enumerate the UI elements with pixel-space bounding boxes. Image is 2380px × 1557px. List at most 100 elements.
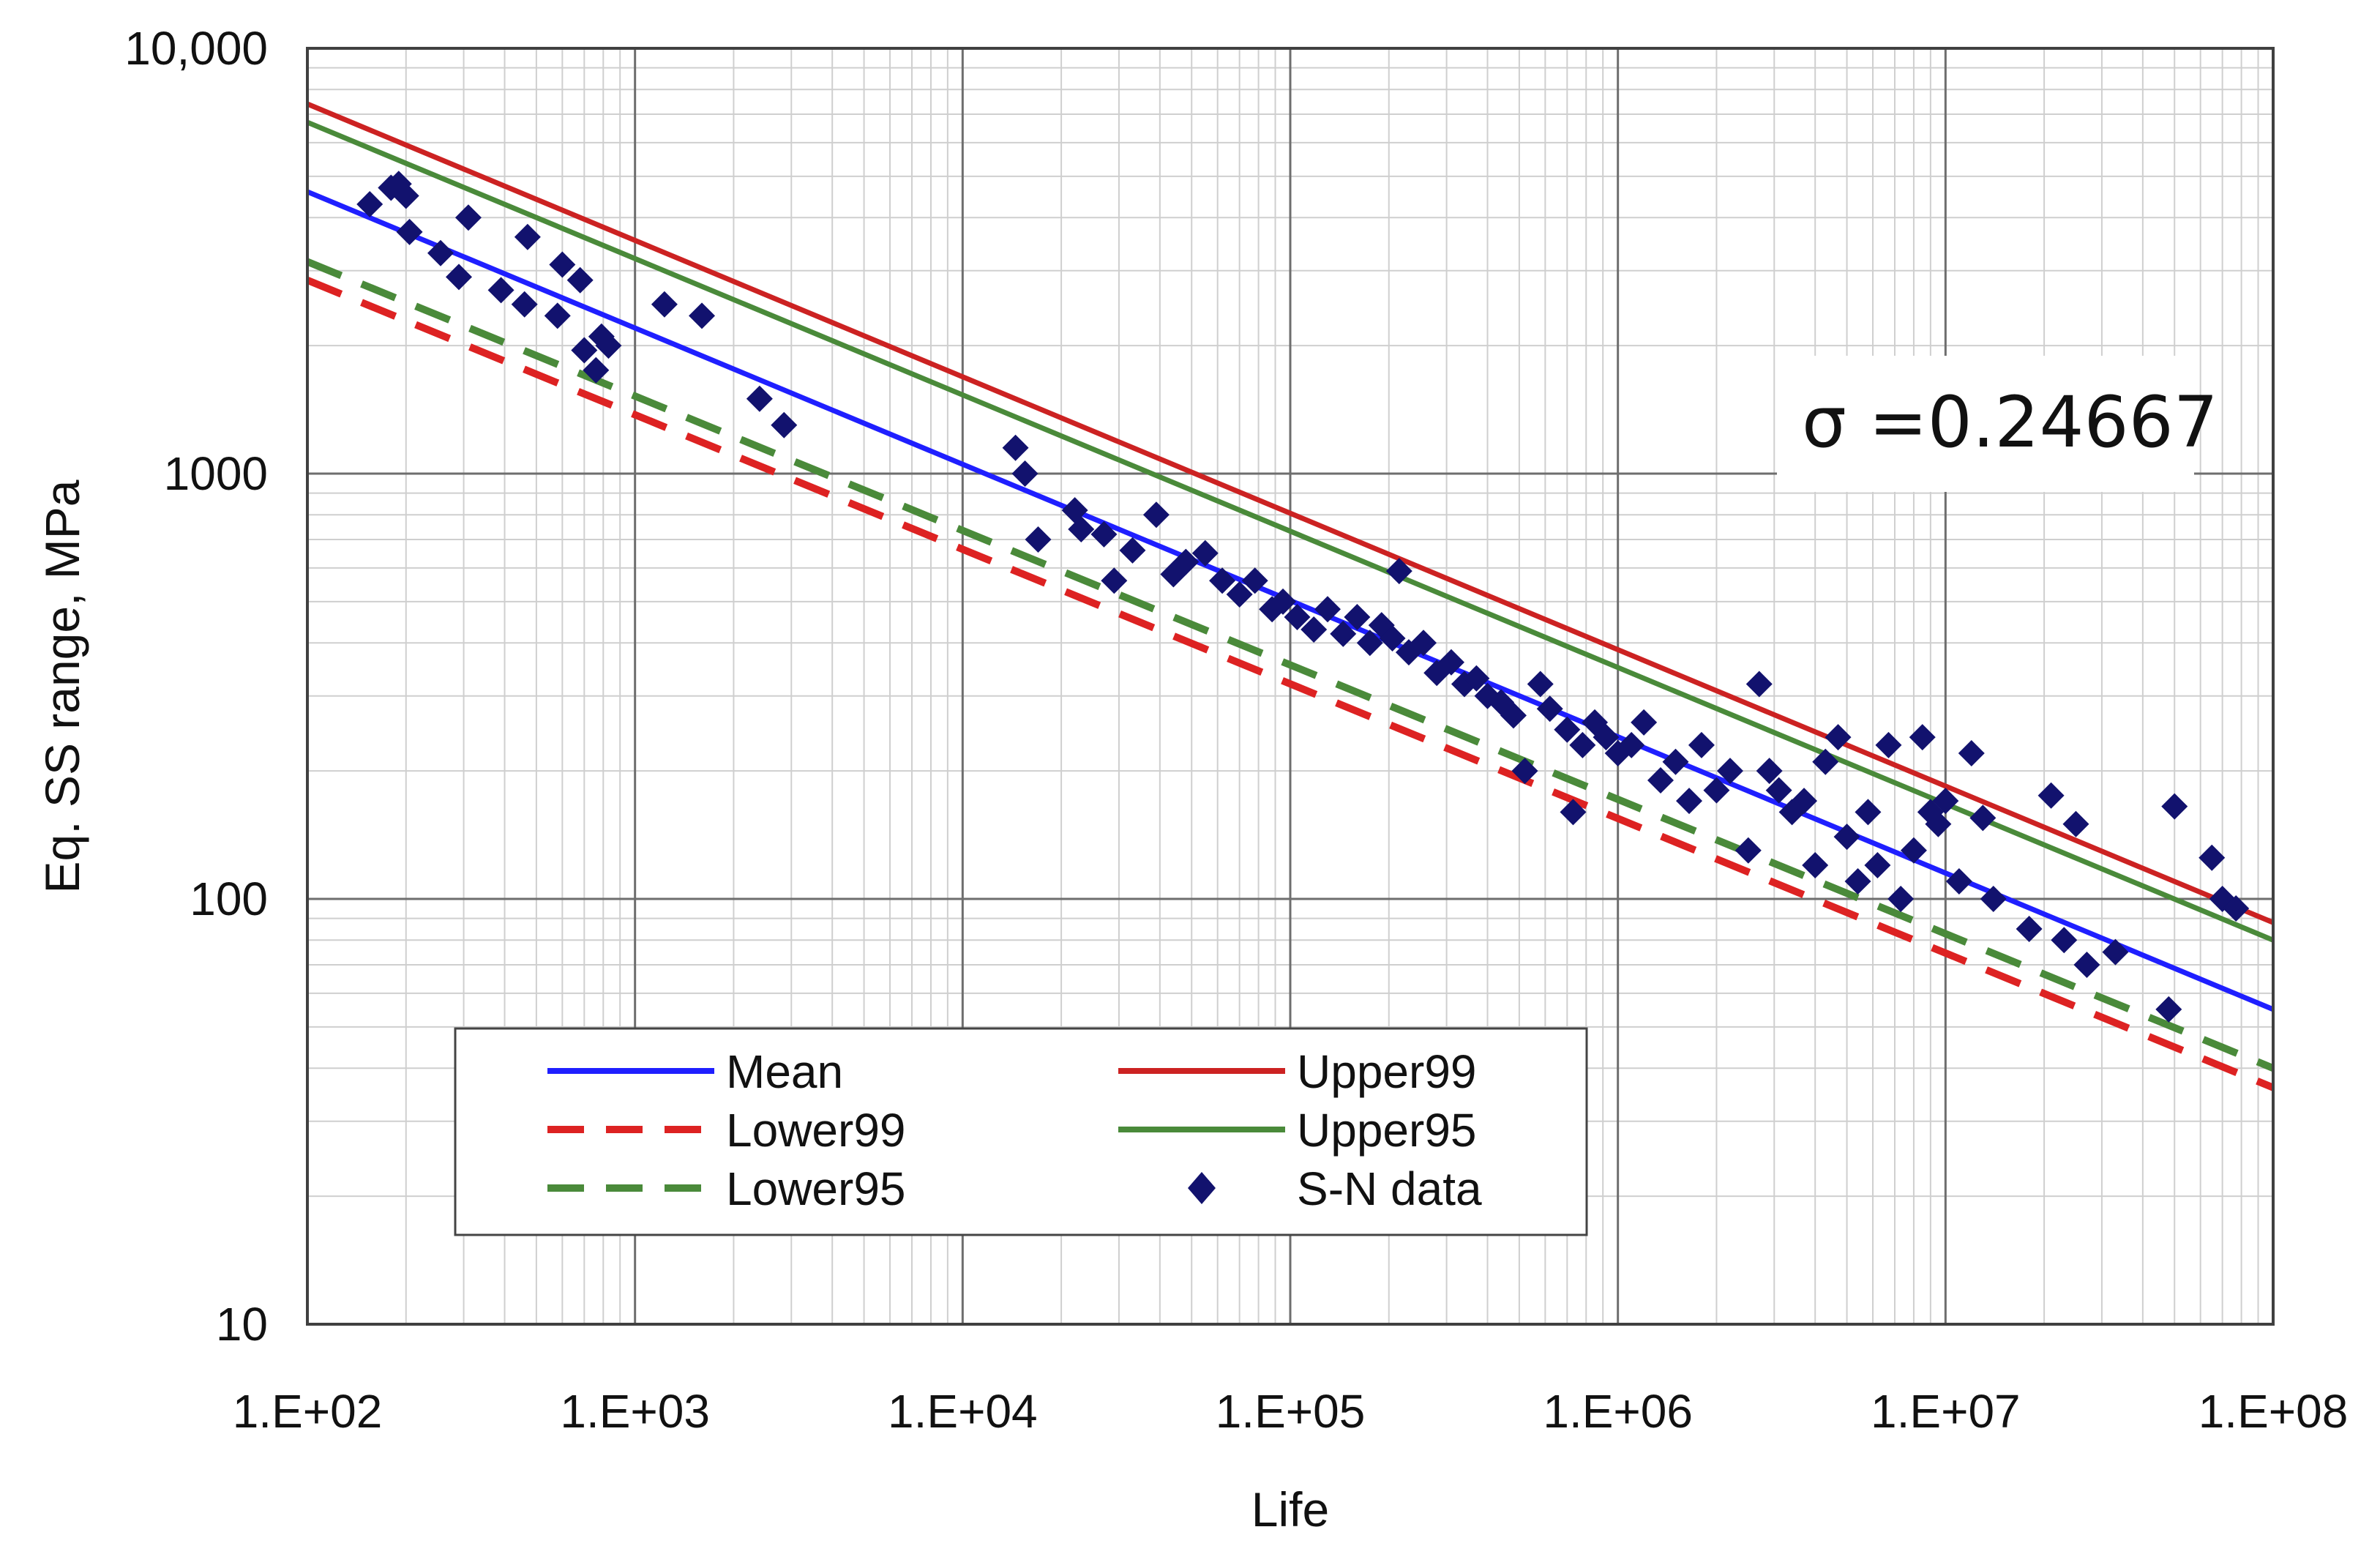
- data-point: [1802, 851, 1829, 878]
- data-point: [1090, 520, 1118, 548]
- data-point: [396, 218, 423, 245]
- x-tick-label: 1.E+06: [1543, 1385, 1693, 1438]
- data-point: [1554, 716, 1581, 743]
- data-point: [2161, 793, 2188, 820]
- data-point: [1527, 671, 1554, 698]
- legend: Mean Lower99 Lower95 Upper99 Upper95 S-N…: [454, 1027, 1588, 1236]
- data-point: [2062, 810, 2089, 837]
- data-point: [1909, 724, 1936, 751]
- data-point: [1887, 886, 1915, 912]
- data-point: [1735, 837, 1762, 864]
- data-point: [356, 190, 383, 217]
- data-point: [1191, 539, 1219, 567]
- data-point: [1969, 804, 1997, 832]
- data-point: [1864, 851, 1891, 878]
- data-point: [1068, 515, 1095, 542]
- data-point: [514, 223, 541, 250]
- data-point: [1958, 740, 1985, 767]
- data-point: [1756, 758, 1783, 785]
- data-point: [1314, 596, 1341, 623]
- data-point: [2102, 938, 2129, 966]
- data-point: [1875, 731, 1902, 758]
- data-point: [1569, 731, 1596, 758]
- data-point: [1833, 824, 1860, 851]
- data-point: [2073, 951, 2100, 978]
- data-point: [1855, 799, 1882, 826]
- data-point: [1511, 758, 1538, 785]
- data-point: [1002, 434, 1029, 461]
- data-point: [1172, 548, 1200, 575]
- x-tick-label: 1.E+08: [2198, 1385, 2349, 1438]
- legend-label-lower95: Lower95: [726, 1162, 906, 1215]
- data-point: [1025, 526, 1052, 553]
- data-point: [1437, 649, 1464, 676]
- x-tick-label: 1.E+03: [560, 1385, 710, 1438]
- data-point: [2051, 927, 2078, 954]
- x-axis-title: Life: [1251, 1482, 1329, 1537]
- data-point: [2198, 844, 2226, 871]
- legend-label-upper95: Upper95: [1297, 1104, 1477, 1157]
- data-point: [1226, 581, 1253, 608]
- data-point: [1410, 630, 1437, 657]
- data-point: [689, 302, 716, 329]
- data-point: [1844, 867, 1871, 895]
- data-point: [1560, 799, 1587, 826]
- legend-label-mean: Mean: [726, 1045, 843, 1098]
- data-point: [487, 277, 514, 304]
- data-point: [1330, 620, 1357, 647]
- x-tick-label: 1.E+05: [1216, 1385, 1366, 1438]
- legend-label-sn-data: S-N data: [1297, 1162, 1482, 1215]
- sigma-label: σ =0.24667: [1802, 381, 2218, 463]
- data-point: [1765, 777, 1792, 804]
- x-tick-label: 1.E+07: [1871, 1385, 2021, 1438]
- data-point: [1463, 665, 1490, 692]
- data-point: [1284, 603, 1311, 630]
- data-point: [566, 266, 594, 294]
- tick-labels: 1.E+02 1.E+03 1.E+04 1.E+05 1.E+06 1.E+07 1.E+…: [124, 22, 2348, 1438]
- line-lower99: [306, 277, 2275, 1091]
- data-point: [1945, 867, 1972, 895]
- y-tick-label: 100: [190, 873, 268, 925]
- data-point: [544, 302, 571, 329]
- legend-label-lower99: Lower99: [726, 1104, 906, 1157]
- data-point: [746, 385, 773, 412]
- data-point: [1142, 501, 1170, 529]
- data-point: [1631, 709, 1658, 736]
- sigma-annotation: σ =0.24667: [1777, 356, 2218, 492]
- data-point: [1344, 603, 1371, 630]
- legend-box: [454, 1027, 1588, 1236]
- data-point: [1536, 695, 1563, 723]
- data-point: [2223, 895, 2250, 922]
- line-lower95: [306, 258, 2275, 1072]
- sn-data-points: [356, 171, 2250, 1023]
- data-point: [1662, 748, 1689, 775]
- line-upper99: [306, 101, 2275, 925]
- data-point: [1900, 837, 1927, 864]
- y-tick-label: 1000: [164, 447, 268, 500]
- data-point: [771, 411, 798, 438]
- data-point: [1385, 558, 1412, 585]
- data-point: [1209, 567, 1236, 594]
- data-point: [2016, 916, 2043, 943]
- data-point: [1647, 767, 1674, 794]
- data-point: [427, 239, 454, 266]
- legend-swatch-sn-data: [1188, 1172, 1216, 1204]
- data-point: [454, 204, 482, 231]
- data-point: [1812, 748, 1839, 775]
- data-point: [583, 356, 610, 384]
- y-tick-label: 10,000: [124, 22, 268, 75]
- data-point: [1379, 624, 1406, 651]
- y-axis-title: Eq. SS range, MPa: [35, 479, 89, 893]
- data-point: [1932, 788, 1959, 815]
- data-point: [1688, 731, 1715, 758]
- data-point: [549, 251, 576, 278]
- data-point: [1825, 724, 1852, 751]
- x-tick-label: 1.E+04: [888, 1385, 1038, 1438]
- data-point: [1703, 777, 1730, 804]
- data-point: [446, 264, 473, 291]
- plot-frame: [306, 47, 2275, 1326]
- data-point: [1241, 567, 1268, 594]
- data-point: [651, 291, 678, 318]
